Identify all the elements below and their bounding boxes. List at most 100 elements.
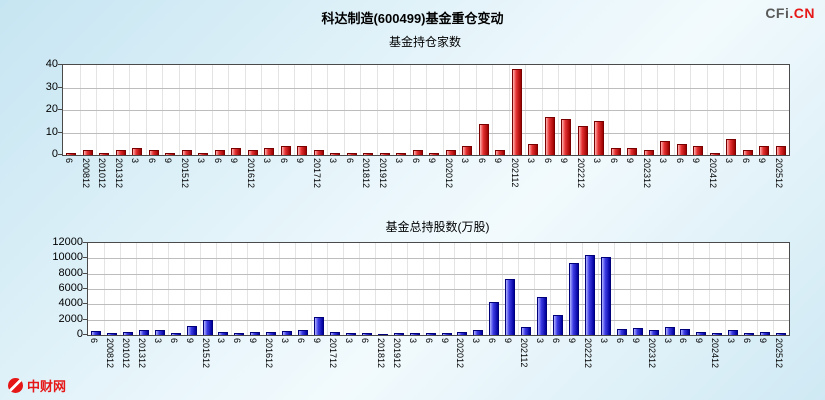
y-axis-tick-label: 30 [45,80,58,93]
bar-9 [759,146,770,155]
bar-9 [297,146,308,155]
bar-6 [298,330,309,335]
x-axis-label: 6 [359,338,370,344]
gridline-horizontal [88,319,789,321]
bar-3 [264,148,275,155]
bar-202012 [445,150,456,155]
x-axis-label: 9 [757,158,768,164]
page-title: 科达制造(600499)基金重仓变动 [321,11,504,26]
bar-3 [664,327,675,335]
x-axis-label: 3 [130,158,141,164]
bar-9 [760,332,771,335]
bar-201012 [122,332,133,335]
x-axis-label: 3 [471,338,482,344]
bar-6 [148,150,159,155]
cfi-logo-text: CFi [765,5,790,21]
gridline-horizontal [88,273,789,275]
x-axis-label: 9 [503,338,514,344]
bar-201612 [266,332,277,335]
bar-201712 [313,150,324,155]
bar-9 [561,119,572,155]
x-axis-label: 6 [232,338,243,344]
gridline-horizontal [88,258,789,260]
bar-3 [154,330,165,335]
bar-201912 [379,153,390,155]
x-axis-label: 3 [726,338,737,344]
x-axis-label: 6 [64,158,75,164]
x-axis-label: 6 [674,158,685,164]
bar-202512 [775,146,786,155]
bar-201312 [138,330,149,335]
y-axis-tick-mark [83,303,87,305]
y-axis-tick-mark [83,318,87,320]
x-axis-label: 3 [196,158,207,164]
plot-area-2 [87,242,790,336]
total-shares-chart-title: 基金总持股数(万股) [385,220,490,234]
x-axis-label: 3 [328,158,339,164]
x-axis-label: 9 [694,338,705,344]
bar-201612 [247,150,258,155]
y-axis-tick-label: 40 [45,58,58,70]
gridline-horizontal [88,304,789,306]
bar-6 [214,150,225,155]
x-axis-label: 9 [758,338,769,344]
x-axis-label: 6 [614,338,625,344]
bar-201712 [329,332,340,335]
y-axis-tick-label: 20 [45,103,58,115]
y-axis-tick-label: 6000 [58,282,83,294]
x-axis-label: 201912 [391,338,402,369]
bar-9 [231,148,242,155]
bar-9 [441,333,452,335]
x-axis-label: 6 [212,158,223,164]
bar-3 [396,153,407,155]
x-axis-label: 201712 [311,158,322,189]
bar-202112 [511,69,522,155]
bar-200812 [106,333,117,335]
bar-202312 [648,330,659,335]
bar-9 [505,279,516,335]
x-axis-label: 201012 [120,338,131,369]
y-axis-tick-label: 0 [51,148,58,160]
bar-3 [132,148,143,155]
x-axis-label: 202312 [646,338,657,369]
bar-6 [744,333,755,335]
x-axis-label: 9 [427,158,438,164]
bar-3 [594,121,605,155]
bar-3 [462,146,473,155]
y-axis-tick-mark [83,272,87,274]
bar-3 [528,144,539,155]
bar-9 [165,153,176,155]
y-axis-tick-label: 10000 [52,251,83,264]
bar-9 [696,332,707,335]
bar-6 [170,333,181,335]
bar-3 [473,330,484,335]
x-axis-label: 6 [608,158,619,164]
x-axis-label: 201512 [200,338,211,369]
x-axis-label: 9 [295,158,306,164]
x-axis-label: 201312 [136,338,147,369]
bar-3 [660,141,671,155]
x-axis-label: 6 [678,338,689,344]
y-axis-tick-mark [58,154,62,155]
x-axis-label: 9 [559,158,570,164]
bar-202212 [577,126,588,155]
gridline-horizontal [63,110,789,111]
y-axis-tick-mark [58,131,62,133]
x-axis-label: 3 [662,338,673,344]
bar-9 [314,317,324,335]
bar-9 [186,326,197,335]
x-axis-label: 9 [691,158,702,164]
cfi-logo-cn-text: .CN [789,5,815,21]
x-axis-label: 202412 [710,338,721,369]
bar-201012 [99,153,110,155]
bar-6 [616,329,627,335]
bar-6 [91,331,101,335]
x-axis-label: 3 [262,158,273,164]
bar-9 [568,263,579,335]
x-axis-label: 9 [248,338,259,344]
x-axis-label: 3 [152,338,163,344]
bar-6 [234,333,245,335]
x-axis-label: 9 [630,338,641,344]
y-axis-tick-mark [58,109,62,110]
bar-202212 [584,255,595,335]
